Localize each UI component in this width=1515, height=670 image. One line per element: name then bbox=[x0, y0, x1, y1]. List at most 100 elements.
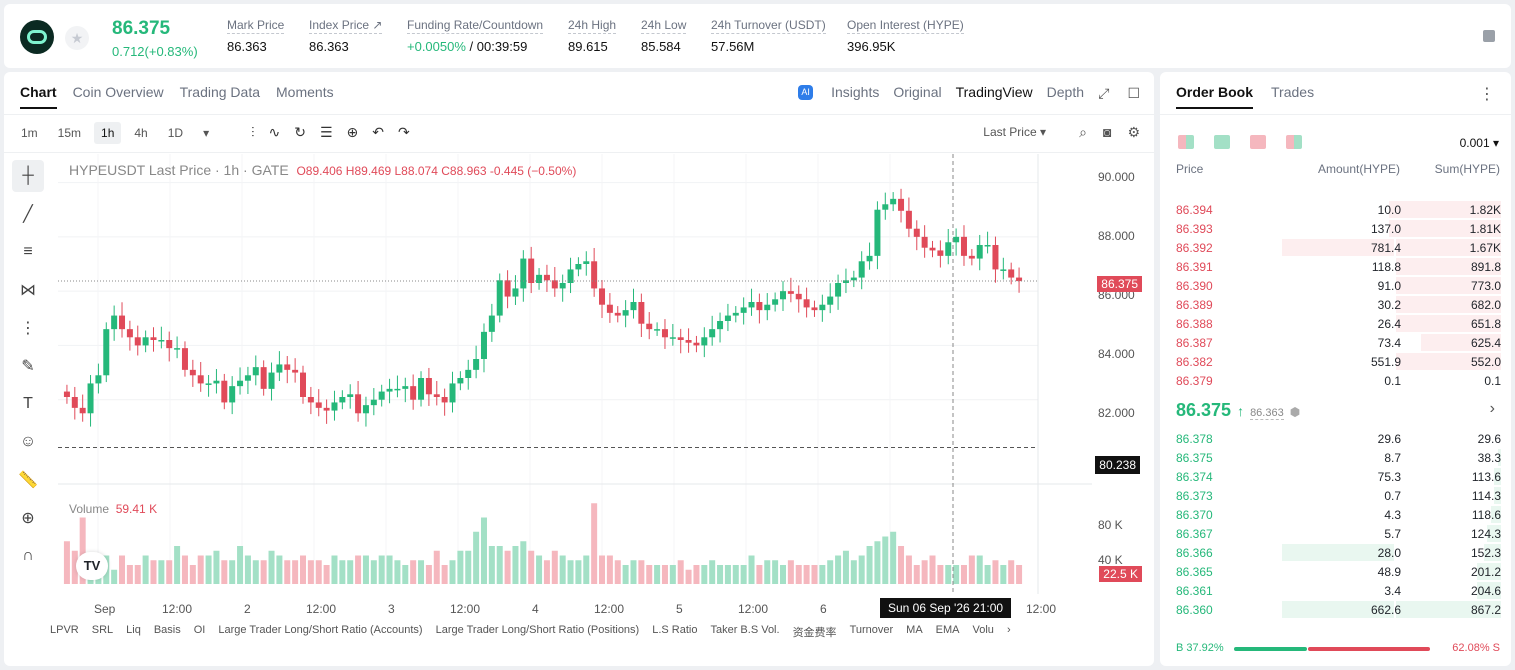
indicator-7[interactable]: L.S Ratio bbox=[652, 624, 698, 636]
asks-row[interactable]: 86.394 10.0 1.82K bbox=[1176, 201, 1501, 218]
indicator-12[interactable]: EMA bbox=[935, 624, 960, 636]
x-tick: 12:00 bbox=[306, 602, 337, 616]
candle-body bbox=[827, 296, 834, 305]
crosshair-icon[interactable]: ┼ bbox=[12, 160, 44, 192]
candle-body bbox=[126, 329, 133, 338]
redo-icon[interactable]: ↷ bbox=[398, 124, 410, 140]
tab-0[interactable]: Chart bbox=[20, 84, 57, 109]
asks-row[interactable]: 86.388 26.4 651.8 bbox=[1176, 315, 1501, 332]
timeframe-0[interactable]: 1m bbox=[21, 126, 38, 140]
magnet-icon[interactable]: ∩ bbox=[22, 547, 34, 564]
ruler-icon[interactable]: 📏 bbox=[18, 472, 38, 489]
timeframe-1[interactable]: 15m bbox=[57, 126, 82, 140]
bids-row[interactable]: 86.367 5.7 124.3 bbox=[1176, 525, 1501, 542]
volume-bar bbox=[339, 560, 346, 584]
candle-type-icon[interactable]: ⫶ bbox=[251, 124, 255, 140]
favorite-star-icon[interactable]: ★ bbox=[65, 26, 89, 50]
asks-row[interactable]: 86.390 91.0 773.0 bbox=[1176, 277, 1501, 294]
bids-row[interactable]: 86.361 3.4 204.6 bbox=[1176, 582, 1501, 599]
candle-body bbox=[95, 375, 102, 384]
indicator-0[interactable]: LPVR bbox=[50, 624, 79, 636]
camera-icon[interactable]: ◙ bbox=[1102, 124, 1112, 140]
bids-row[interactable]: 86.360 662.6 867.2 bbox=[1176, 601, 1501, 618]
bids-row[interactable]: 86.374 75.3 113.6 bbox=[1176, 468, 1501, 485]
indicator-4[interactable]: OI bbox=[193, 624, 206, 636]
replay-icon[interactable]: ↻ bbox=[294, 124, 306, 140]
pattern-icon[interactable]: ⋈ bbox=[20, 282, 36, 299]
chevron-right-icon[interactable]: › bbox=[1489, 400, 1495, 417]
indicator-6[interactable]: Large Trader Long/Short Ratio (Positions… bbox=[435, 624, 640, 636]
asks-row[interactable]: 86.387 73.4 625.4 bbox=[1176, 334, 1501, 351]
bids-row[interactable]: 86.375 8.7 38.3 bbox=[1176, 449, 1501, 466]
timeframe-4[interactable]: 1D bbox=[167, 126, 184, 140]
ob-tab-0[interactable]: Order Book bbox=[1176, 84, 1254, 109]
volume-bar bbox=[646, 565, 653, 584]
fib-icon[interactable]: ⋮ bbox=[20, 320, 36, 337]
bids-row[interactable]: 86.366 28.0 152.3 bbox=[1176, 544, 1501, 561]
brush-icon[interactable]: ✎ bbox=[21, 358, 35, 375]
candlestick-chart[interactable] bbox=[58, 154, 1092, 594]
asks-row[interactable]: 86.391 118.8 891.8 bbox=[1176, 258, 1501, 275]
bids-mode-icon[interactable] bbox=[1214, 135, 1230, 149]
indicator-10[interactable]: Turnover bbox=[849, 624, 894, 636]
view-tab-3[interactable]: Depth bbox=[1046, 84, 1084, 100]
indicator-11[interactable]: MA bbox=[906, 624, 923, 636]
candle-body bbox=[1016, 277, 1023, 282]
asks-row[interactable]: 86.379 0.1 0.1 bbox=[1176, 374, 1501, 388]
settings-gear-icon[interactable]: ⚙ bbox=[1127, 124, 1140, 140]
ob-tab-1[interactable]: Trades bbox=[1271, 84, 1315, 100]
asks-row[interactable]: 86.382 551.9 552.0 bbox=[1176, 353, 1501, 370]
undo-icon[interactable]: ↶ bbox=[372, 124, 384, 140]
indicator-8[interactable]: Taker B.S Vol. bbox=[710, 624, 780, 636]
precision-select[interactable]: 0.001 ▾ bbox=[1459, 136, 1499, 150]
candle-body bbox=[992, 245, 999, 270]
asks-row[interactable]: 86.392 781.4 1.67K bbox=[1176, 239, 1501, 256]
indicator-5[interactable]: Large Trader Long/Short Ratio (Accounts) bbox=[218, 624, 423, 636]
volume-bar bbox=[1008, 560, 1015, 584]
horizontal-lines-icon[interactable]: ≡ bbox=[23, 243, 33, 260]
volume-bar bbox=[134, 565, 141, 584]
bids-row[interactable]: 86.370 4.3 118.6 bbox=[1176, 506, 1501, 523]
emoji-icon[interactable]: ☺ bbox=[19, 433, 37, 450]
tab-1[interactable]: Coin Overview bbox=[72, 84, 164, 100]
tab-3[interactable]: Moments bbox=[276, 84, 334, 100]
expand-icon[interactable]: ⤢ bbox=[1098, 85, 1110, 101]
volume-bar bbox=[457, 550, 464, 584]
asks-row[interactable]: 86.389 30.2 682.0 bbox=[1176, 296, 1501, 313]
add-alert-icon[interactable]: ⊕ bbox=[346, 124, 359, 140]
candle-body bbox=[370, 399, 377, 406]
bids-row[interactable]: 86.373 0.7 114.3 bbox=[1176, 487, 1501, 504]
volume-bar bbox=[480, 517, 487, 584]
view-tab-0[interactable]: Insights bbox=[831, 84, 880, 100]
more-icon[interactable]: ⋮ bbox=[1479, 86, 1495, 103]
timeframe-3[interactable]: 4h bbox=[134, 126, 148, 140]
indicator-1[interactable]: SRL bbox=[91, 624, 114, 636]
candle-body bbox=[661, 329, 668, 338]
indicator-3[interactable]: Basis bbox=[153, 624, 181, 636]
indicator-2[interactable]: Liq bbox=[126, 624, 141, 636]
zoom-in-icon[interactable]: ⊕ bbox=[21, 510, 35, 527]
price-type-select[interactable]: Last Price ▾ bbox=[983, 125, 1046, 139]
scroll-right-icon[interactable]: › bbox=[1006, 624, 1011, 636]
asks-mode-icon[interactable] bbox=[1250, 135, 1266, 149]
text-icon[interactable]: T bbox=[23, 395, 33, 412]
view-tab-1[interactable]: Original bbox=[893, 84, 942, 100]
templates-icon[interactable]: ☰ bbox=[319, 124, 333, 140]
split-mode-icon[interactable] bbox=[1286, 135, 1302, 149]
timeframe-dropdown-icon[interactable]: ▾ bbox=[203, 126, 210, 140]
both-sides-mode-icon[interactable] bbox=[1178, 135, 1194, 149]
asks-row[interactable]: 86.393 137.0 1.81K bbox=[1176, 220, 1501, 237]
bids-row[interactable]: 86.378 29.6 29.6 bbox=[1176, 432, 1501, 446]
view-tab-2[interactable]: TradingView bbox=[955, 84, 1033, 100]
search-icon[interactable]: ⌕ bbox=[1079, 124, 1087, 140]
book-icon[interactable] bbox=[1483, 30, 1495, 42]
window-icon[interactable]: ☐ bbox=[1127, 85, 1140, 101]
timeframe-2[interactable]: 1h bbox=[94, 122, 122, 144]
indicator-9[interactable]: 资金费率 bbox=[792, 627, 837, 639]
trend-line-icon[interactable]: ╱ bbox=[23, 206, 33, 223]
indicator-13[interactable]: Volu bbox=[972, 624, 994, 636]
bids-row[interactable]: 86.365 48.9 201.2 bbox=[1176, 563, 1501, 580]
volume-bar bbox=[355, 555, 362, 584]
tab-2[interactable]: Trading Data bbox=[179, 84, 261, 100]
indicators-icon[interactable]: ∿ bbox=[268, 124, 281, 140]
